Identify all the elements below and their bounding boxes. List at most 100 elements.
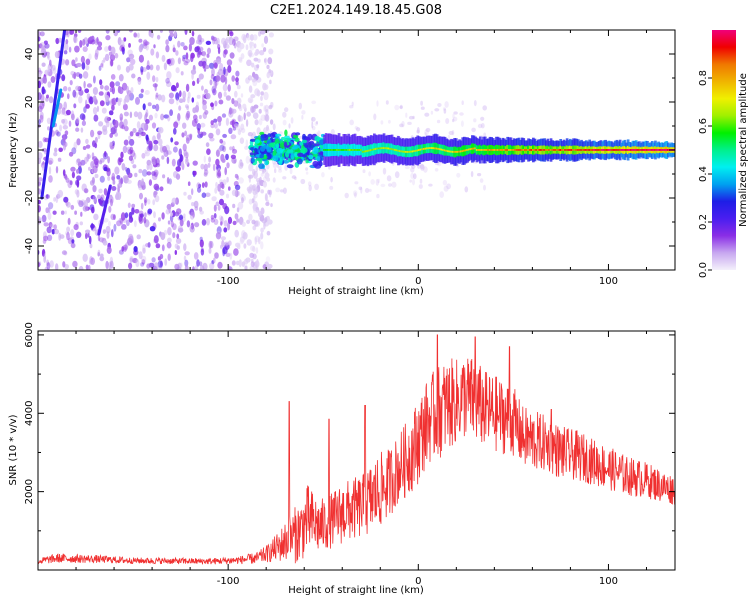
carrier-center (376, 147, 379, 150)
noise-blob (104, 115, 110, 124)
colorbar-tick-label: 0.4 (698, 166, 709, 182)
faint-blob (410, 167, 415, 173)
noise-blob (201, 85, 204, 91)
carrier-center (557, 149, 561, 151)
noise-blob (174, 263, 180, 270)
carrier-center (339, 149, 342, 151)
noise-blob (155, 103, 160, 112)
noise-blob (192, 80, 196, 87)
onset-blob (305, 137, 311, 141)
faint-blob (368, 171, 371, 177)
noise-blob (115, 81, 121, 87)
noise-blob (43, 222, 49, 227)
noise-blob (136, 234, 141, 240)
noise-blob (105, 95, 110, 103)
carrier-center (528, 149, 532, 151)
noise-blob (217, 261, 223, 269)
faint-blob (439, 191, 445, 199)
noise-blob (242, 35, 247, 44)
faint-blob (443, 108, 447, 114)
noise-blob (65, 39, 69, 45)
noise-blob (245, 44, 249, 51)
faint-blob (314, 121, 318, 126)
noise-blob (85, 104, 90, 109)
noise-blob (121, 246, 125, 252)
noise-blob (82, 205, 89, 212)
faint-blob (444, 101, 449, 108)
faint-blob (377, 178, 380, 184)
noise-blob (148, 114, 153, 121)
noise-blob (39, 114, 44, 123)
noise-blob (147, 198, 151, 205)
noise-blob (162, 174, 166, 179)
noise-blob (225, 95, 231, 101)
carrier-center (451, 150, 455, 153)
noise-blob (248, 198, 253, 205)
carrier-center (474, 147, 477, 150)
onset-blob (268, 142, 275, 148)
noise-blob (267, 189, 271, 195)
noise-blob (49, 59, 52, 67)
faint-blob (453, 111, 458, 115)
noise-blob (38, 262, 41, 268)
noise-blob (38, 118, 41, 125)
onset-blob (254, 139, 260, 144)
noise-blob (75, 117, 80, 124)
noise-blob (144, 212, 147, 218)
carrier-center (373, 148, 376, 151)
noise-blob (213, 213, 217, 219)
noise-blob (210, 102, 214, 107)
noise-blob (143, 216, 147, 224)
noise-blob (109, 54, 116, 62)
noise-blob (71, 171, 75, 179)
noise-blob (134, 172, 138, 178)
noise-blob (63, 42, 69, 51)
carrier-center (512, 149, 516, 151)
noise-blob (174, 250, 177, 255)
carrier-center (589, 149, 593, 151)
noise-blob (43, 255, 47, 263)
noise-blob (53, 224, 57, 231)
carrier-center (459, 150, 463, 153)
noise-blob (227, 222, 231, 231)
noise-blob (265, 201, 270, 207)
noise-blob (145, 134, 149, 141)
noise-blob (190, 222, 194, 230)
noise-blob (98, 188, 103, 194)
noise-blob (71, 239, 75, 244)
noise-blob (180, 42, 185, 47)
noise-blob (240, 236, 244, 244)
noise-blob (222, 83, 228, 92)
noise-blob (55, 263, 59, 270)
noise-blob (238, 114, 241, 123)
noise-blob (61, 250, 67, 255)
noise-blob (198, 46, 204, 52)
carrier-center (530, 149, 534, 151)
noise-blob (146, 263, 151, 269)
noise-blob (250, 94, 256, 99)
carrier-center (623, 149, 627, 151)
noise-blob (254, 51, 259, 56)
noise-blob (123, 37, 127, 42)
noise-blob (72, 73, 76, 79)
faint-blob (291, 175, 297, 179)
noise-blob (92, 95, 97, 103)
onset-blob (299, 141, 303, 145)
noise-blob (218, 120, 222, 127)
faint-blob (259, 102, 264, 107)
faint-blob (282, 176, 287, 180)
carrier-center (345, 149, 349, 151)
noise-blob (264, 114, 270, 122)
noise-blob (196, 123, 201, 131)
noise-blob (88, 259, 93, 265)
noise-blob (123, 118, 128, 127)
onset-blob (249, 152, 254, 156)
noise-blob (209, 137, 215, 142)
noise-blob (91, 152, 95, 160)
noise-blob (269, 119, 274, 125)
noise-blob (121, 163, 126, 171)
faint-blob (452, 116, 458, 122)
faint-blob (394, 171, 400, 179)
noise-blob (198, 206, 203, 212)
noise-blob (253, 170, 258, 179)
